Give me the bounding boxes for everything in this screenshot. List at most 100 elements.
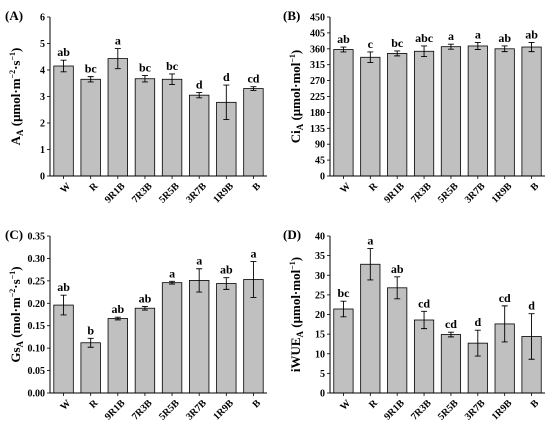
y-tick-label: 2	[40, 119, 45, 130]
y-tick-label: 0.25	[28, 276, 46, 287]
x-tick-label: 3R7B	[463, 398, 488, 423]
chart-panel-a: (A) ab Wbc Ra 9R1B bc 7R3B bc 5R5B d 3R7B d 1R9B cd B 0…	[5, 8, 267, 206]
y-tick-label: 405	[310, 28, 325, 39]
error-bar-B	[528, 41, 535, 53]
y-tick-label: 135	[310, 124, 325, 135]
y-tick-label: 0.15	[28, 321, 46, 332]
y-tick-label: 10	[315, 349, 325, 360]
significance-letter: b	[87, 323, 94, 337]
bar-9R1B	[387, 287, 408, 394]
y-tick-label: 90	[315, 140, 325, 151]
y-tick-label: 450	[310, 13, 325, 24]
x-tick-label: W	[338, 398, 353, 413]
x-tick-label: 7R3B	[409, 398, 434, 423]
significance-letter: d	[196, 78, 203, 92]
y-tick-label: 0.30	[28, 254, 46, 265]
panel-label: (C)	[5, 227, 23, 242]
significance-letter: ab	[220, 263, 233, 277]
significance-letter: bc	[337, 286, 350, 300]
significance-letter: cd	[247, 72, 259, 86]
bar-B	[521, 46, 542, 177]
error-bar-B	[250, 86, 257, 91]
y-tick-label: 0	[40, 172, 45, 183]
y-tick-label: 270	[310, 76, 325, 87]
bar-7R3B	[413, 50, 435, 177]
significance-letter: bc	[391, 36, 404, 50]
error-bar-3R7B	[196, 268, 203, 293]
x-tick-label: B	[251, 181, 264, 194]
error-bar-W	[60, 294, 67, 316]
error-bar-1R9B	[501, 45, 508, 53]
significance-letter: ab	[111, 302, 124, 316]
error-bar-7R3B	[421, 310, 428, 330]
error-bar-3R7B	[474, 41, 481, 50]
error-bar-1R9B	[501, 305, 508, 343]
error-bar-1R9B	[223, 277, 230, 290]
error-bar-5R5B	[447, 43, 454, 50]
significance-letter: ab	[391, 262, 404, 276]
x-tick-label: 1R9B	[490, 398, 515, 423]
significance-letter: a	[115, 34, 121, 48]
x-tick-label: 1R9B	[211, 398, 236, 423]
y-tick-label: 0.20	[28, 299, 46, 310]
error-bar-R	[87, 76, 94, 83]
error-bar-7R3B	[141, 75, 148, 83]
x-tick-label: 7R3B	[130, 181, 155, 206]
error-bar-7R3B	[141, 305, 148, 311]
x-tick-label: 1R9B	[211, 181, 236, 206]
y-tick-label: 20	[315, 310, 325, 321]
y-axis-label: CiA (μmol·mol−1)	[288, 50, 305, 144]
error-bar-9R1B	[394, 276, 401, 300]
bar-3R7B	[189, 280, 210, 394]
y-tick-label: 15	[315, 330, 325, 341]
y-tick-label: 0.05	[28, 366, 46, 377]
x-tick-label: 7R3B	[130, 398, 155, 423]
error-bar-1R9B	[223, 84, 230, 121]
y-tick-label: 225	[310, 92, 325, 103]
significance-letter: cd	[499, 291, 511, 305]
y-tick-label: 45	[315, 156, 325, 167]
y-axis-label: iWUEA (μmol·mol−1)	[288, 257, 305, 372]
bar-5R5B	[440, 334, 462, 394]
bar-9R1B	[107, 58, 128, 177]
error-bar-7R3B	[421, 45, 428, 58]
significance-letter: ab	[337, 32, 350, 46]
x-tick-label: B	[529, 398, 542, 411]
y-tick-label: 1	[40, 145, 45, 156]
y-axis-label: AA (μmol·m−2·s−1)	[8, 48, 25, 146]
error-bar-W	[340, 300, 347, 318]
x-tick-label: 7R3B	[409, 181, 434, 206]
x-tick-label: W	[338, 181, 353, 196]
x-tick-label: 3R7B	[184, 181, 209, 206]
bar-3R7B	[189, 94, 210, 177]
significance-letter: d	[528, 299, 535, 313]
chart-panel-c: (C) ab Wb Rab 9R1B ab 7R3B a 5R5B a 3R7B ab 1R9B a B 0.…	[5, 227, 267, 423]
x-tick-label: R	[87, 180, 100, 193]
significance-letter: cd	[418, 296, 430, 310]
bar-3R7B	[467, 45, 488, 177]
bar-W	[53, 65, 74, 177]
chart-panel-b: (B) ab Wc Rbc 9R1B abc 7R3B a 5R5B a 3R7B ab 1R9B ab B…	[283, 8, 545, 206]
y-tick-label: 315	[310, 60, 325, 71]
y-tick-label: 30	[315, 271, 325, 282]
x-tick-label: 3R7B	[463, 181, 488, 206]
y-tick-label: 0.10	[28, 344, 46, 355]
panel-label: (B)	[283, 8, 300, 23]
bar-5R5B	[161, 78, 183, 177]
y-tick-label: 4	[40, 66, 45, 77]
bar-R	[360, 56, 381, 177]
significance-letter: d	[223, 70, 230, 84]
error-bar-B	[250, 261, 257, 298]
y-tick-label: 5	[320, 369, 325, 380]
error-bar-5R5B	[169, 280, 176, 285]
x-tick-label: B	[529, 181, 542, 194]
significance-letter: ab	[57, 280, 70, 294]
y-tick-label: 25	[315, 290, 325, 301]
bar-7R3B	[134, 78, 156, 177]
significance-letter: ab	[139, 291, 152, 305]
y-tick-label: 0	[320, 389, 325, 400]
error-bar-5R5B	[447, 331, 454, 338]
error-bar-3R7B	[474, 329, 481, 357]
